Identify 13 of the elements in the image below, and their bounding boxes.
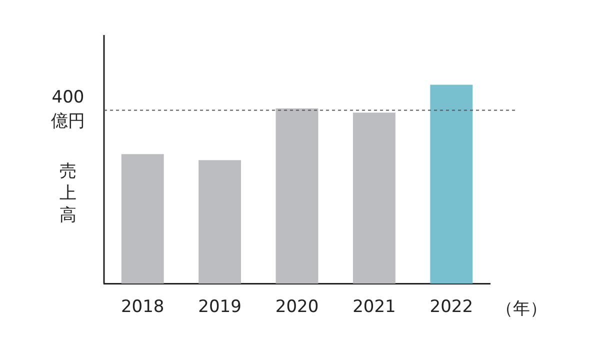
ref-line-label: 400 億円 — [51, 88, 85, 132]
bar — [121, 154, 164, 284]
bar — [198, 160, 242, 284]
bar — [352, 112, 396, 284]
bar — [430, 84, 473, 284]
x-tick-label: 2021 — [352, 297, 396, 318]
y-axis-title: 売上高 — [60, 162, 76, 226]
x-tick-label: 2018 — [120, 297, 164, 318]
bar — [276, 108, 318, 284]
x-tick-label: 2020 — [275, 297, 319, 318]
x-axis-title: （年） — [496, 299, 547, 320]
x-tick-label: 2019 — [198, 297, 242, 318]
x-tick-label: 2022 — [430, 297, 474, 318]
